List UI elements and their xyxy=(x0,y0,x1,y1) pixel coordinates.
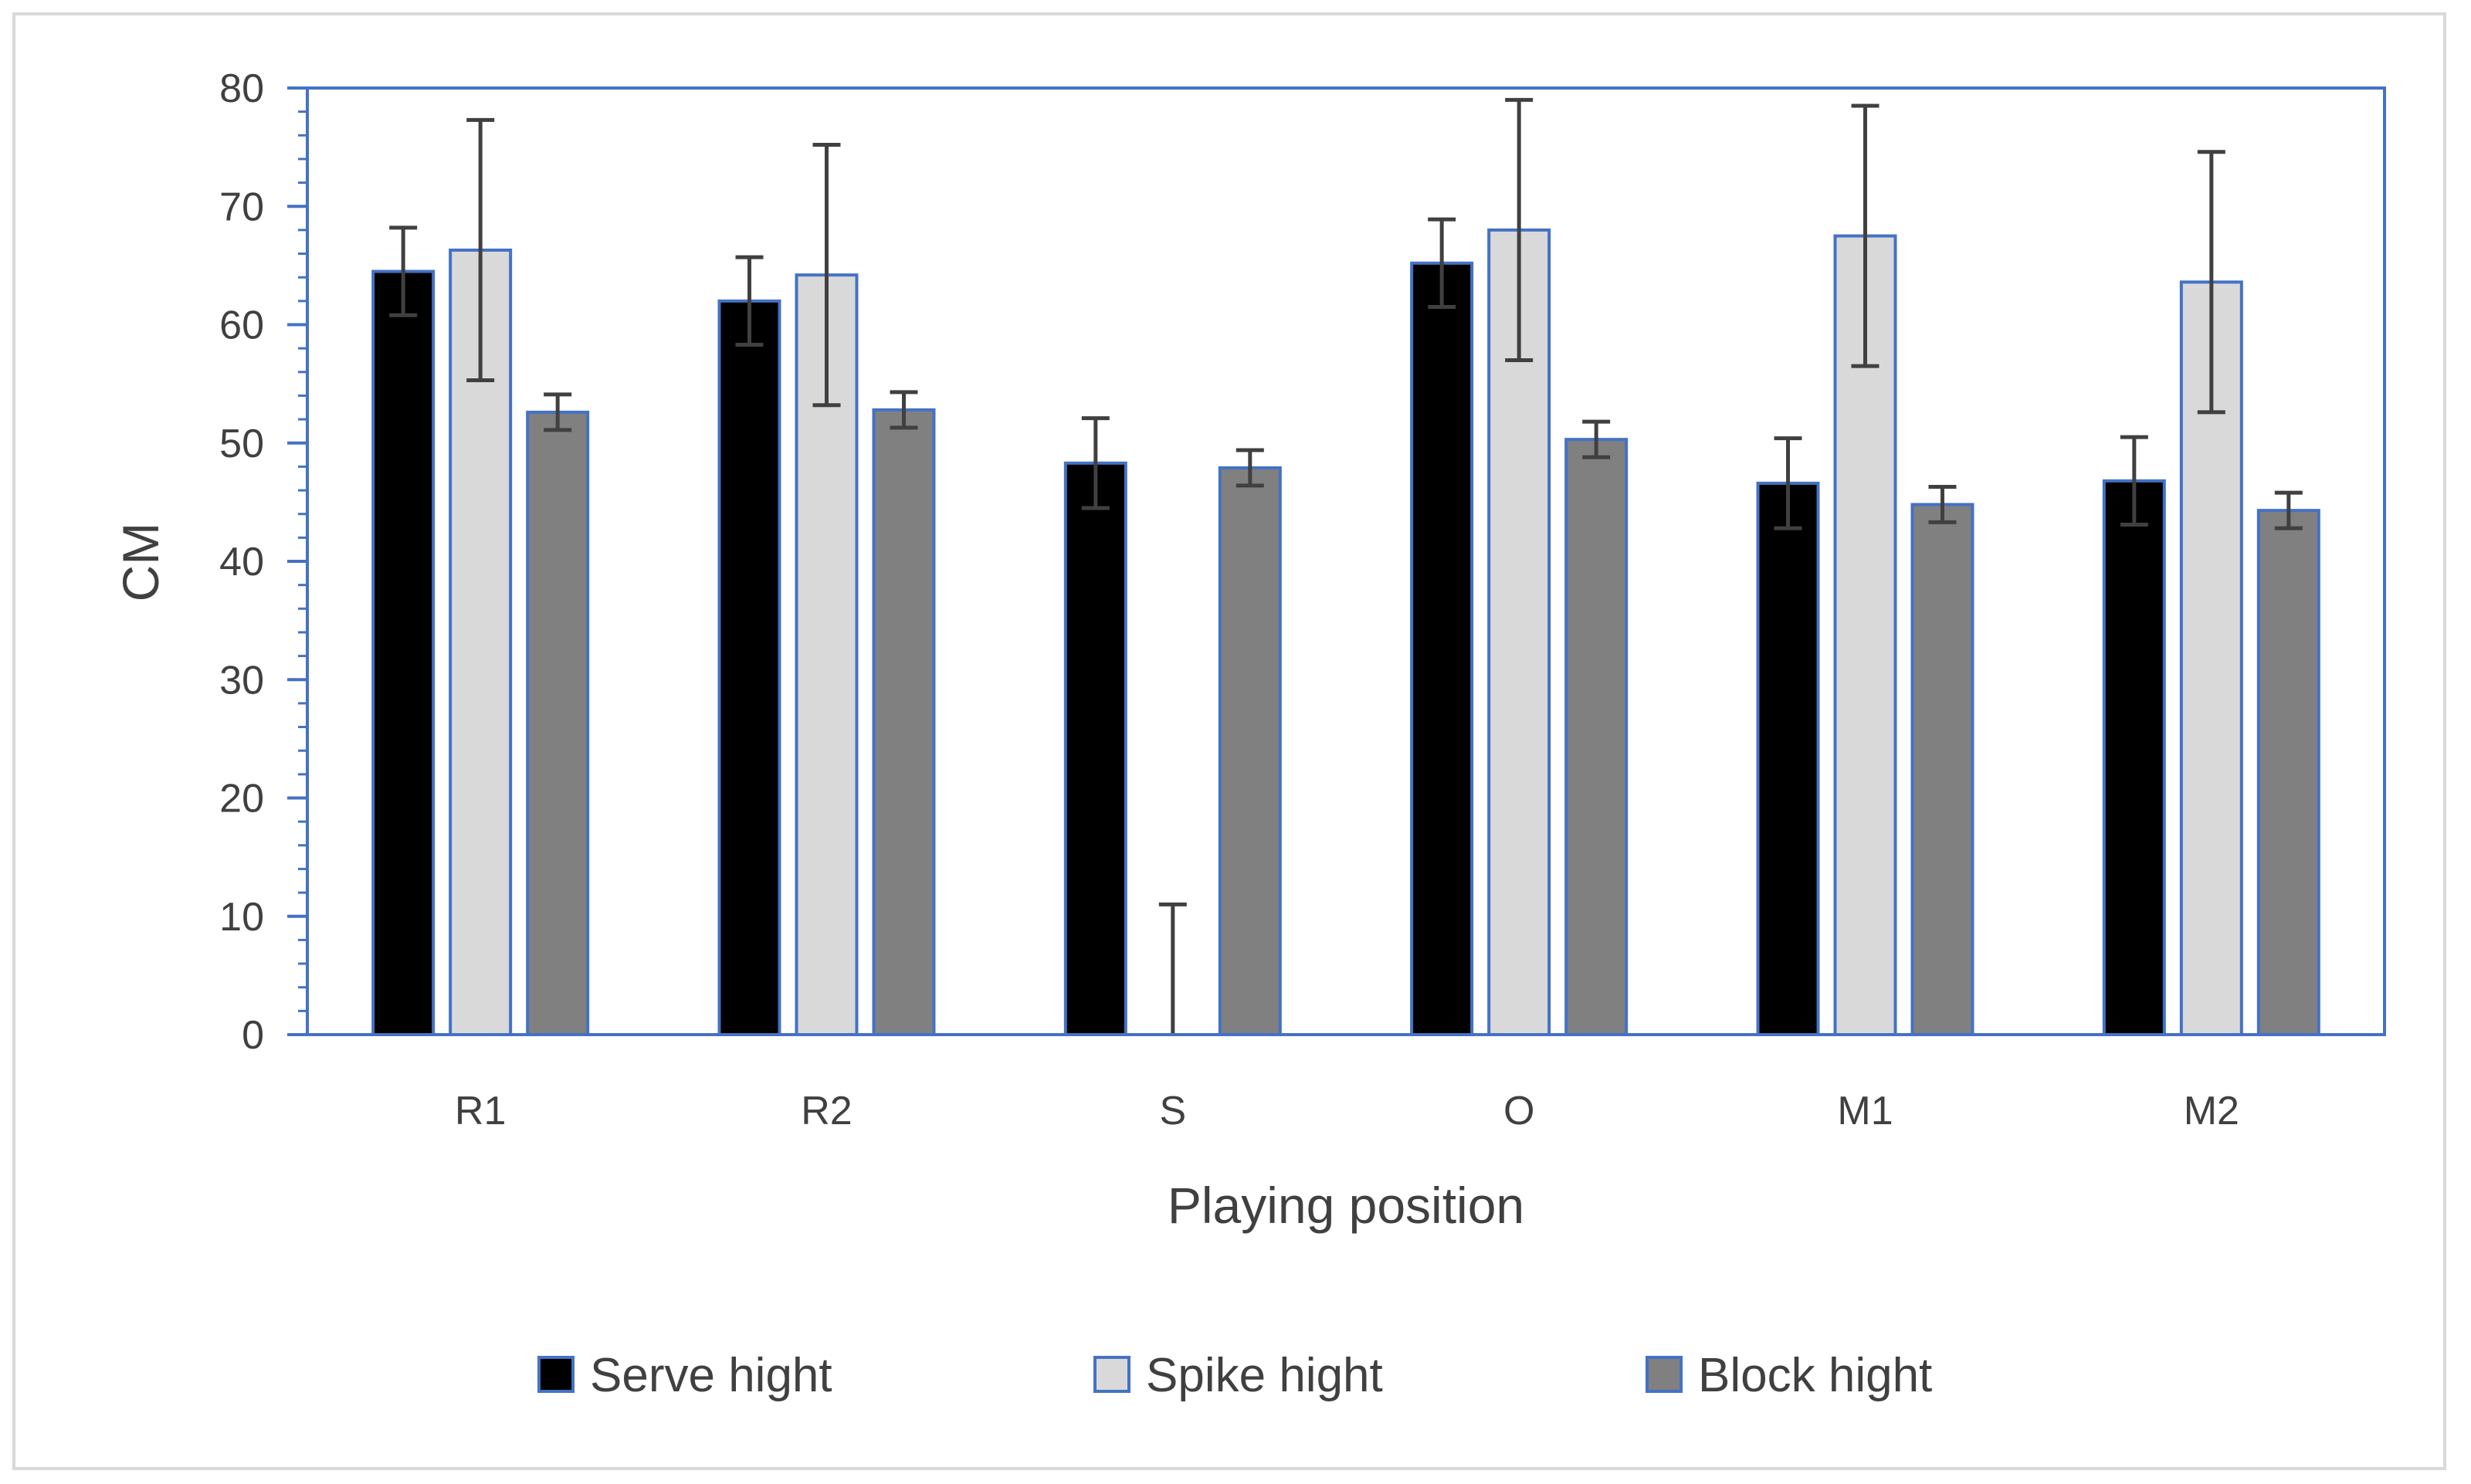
bar-serve-hight-s xyxy=(1063,461,1127,1036)
y-axis-title: CM xyxy=(112,523,169,602)
error-bars xyxy=(389,97,2303,1035)
bar-serve-hight-o xyxy=(1410,261,1474,1036)
bars xyxy=(371,228,2320,1037)
x-tick-label: M2 xyxy=(2184,1089,2239,1133)
bar-serve-hight-r1 xyxy=(371,269,436,1037)
bar-spike-hight-o xyxy=(1487,228,1551,1036)
legend: Serve hight Spike hight Block hight xyxy=(537,1349,1932,1402)
bar-block-hight-m1 xyxy=(1910,503,1974,1036)
y-tick-label: 70 xyxy=(219,185,264,229)
x-tick-label: R1 xyxy=(455,1089,506,1133)
x-tick-label: M1 xyxy=(1837,1089,1893,1133)
legend-label: Spike hight xyxy=(1146,1349,1383,1402)
bar-block-hight-o xyxy=(1564,438,1629,1036)
bar-block-hight-r2 xyxy=(872,408,936,1036)
legend-swatch xyxy=(1646,1356,1683,1393)
x-tick-label: O xyxy=(1503,1089,1534,1133)
y-tick-label: 60 xyxy=(219,303,264,348)
legend-swatch xyxy=(1093,1356,1130,1393)
y-tick-label: 80 xyxy=(219,66,264,111)
legend-swatch xyxy=(537,1356,575,1393)
bar-block-hight-m2 xyxy=(2256,509,2320,1036)
y-tick-label: 0 xyxy=(242,1013,264,1058)
bar-serve-hight-r2 xyxy=(717,299,781,1037)
legend-label: Serve hight xyxy=(590,1349,832,1402)
y-tick-label: 40 xyxy=(219,540,264,584)
x-tick-label: S xyxy=(1159,1089,1186,1133)
bar-serve-hight-m1 xyxy=(1756,481,1820,1036)
bar-serve-hight-m2 xyxy=(2102,479,2166,1036)
x-tick-label: R2 xyxy=(801,1089,852,1133)
legend-label: Block hight xyxy=(1698,1349,1932,1402)
y-tick-label: 10 xyxy=(219,895,264,940)
bar-block-hight-r1 xyxy=(526,410,590,1036)
x-axis-title: Playing position xyxy=(1168,1177,1524,1234)
y-tick-label: 30 xyxy=(219,658,264,703)
axis-labels: 0 10 20 30 40 50 60 70 80 R1 R2 S O M1 M2 xyxy=(219,66,2239,1133)
bar-block-hight-s xyxy=(1218,466,1282,1036)
y-tick-label: 20 xyxy=(219,777,264,822)
y-tick-label: 50 xyxy=(219,422,264,466)
